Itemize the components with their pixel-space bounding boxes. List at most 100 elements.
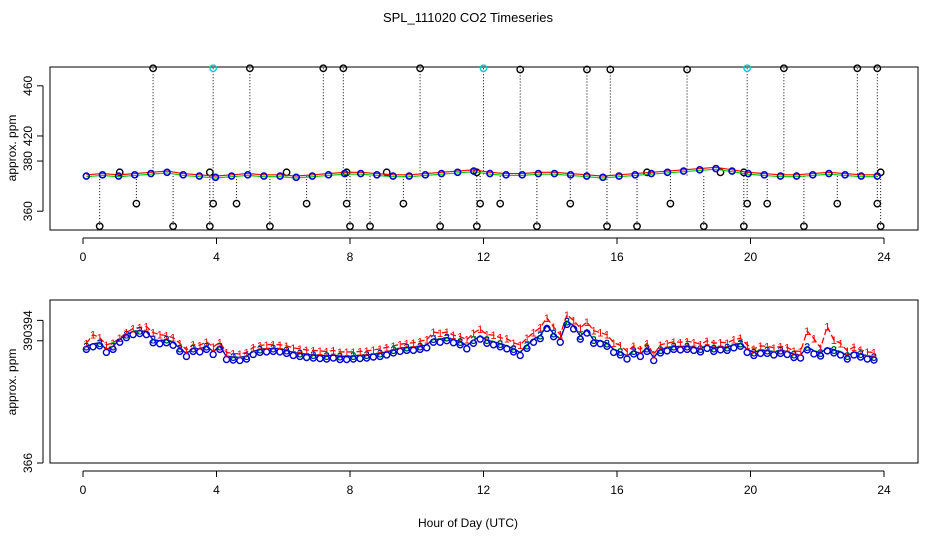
lower-series-point bbox=[776, 349, 785, 358]
lower-series-label-3: 3 bbox=[137, 326, 143, 338]
lower-series-point bbox=[362, 354, 371, 362]
lower-series-label-1: 1 bbox=[90, 330, 96, 342]
lower-series-label-2: 2 bbox=[177, 343, 183, 355]
lower-series-label-1: 1 bbox=[604, 330, 610, 342]
lower-series-point bbox=[496, 343, 504, 351]
lower-series-label-1: 1 bbox=[777, 341, 783, 353]
lower-series-label-1: 1 bbox=[871, 347, 877, 359]
lower-series-label-1: 1 bbox=[390, 341, 396, 353]
lower-series-label-3: 3 bbox=[591, 335, 597, 347]
upper-series-point bbox=[260, 172, 268, 180]
lower-series-point bbox=[102, 348, 111, 357]
lower-series-label-1: 1 bbox=[744, 340, 750, 352]
lower-series-label-1: 1 bbox=[297, 344, 303, 356]
upper-series-point bbox=[582, 172, 591, 180]
lower-series-label-1: 1 bbox=[397, 339, 403, 351]
lower-series-point bbox=[136, 329, 144, 338]
spike-point bbox=[583, 65, 591, 74]
lower-series-label-3: 3 bbox=[764, 345, 770, 357]
lower-series-point bbox=[476, 335, 484, 343]
lower-series-point bbox=[416, 345, 424, 354]
lower-series-label-3: 3 bbox=[470, 335, 476, 347]
lower-series-point bbox=[302, 353, 311, 362]
lower-series-point bbox=[176, 347, 184, 356]
lower-series-label-2: 2 bbox=[430, 334, 436, 346]
lower-series-label-3: 3 bbox=[243, 351, 249, 363]
lower-series-label-2: 2 bbox=[230, 352, 236, 364]
lower-series-label-1: 1 bbox=[644, 338, 650, 350]
lower-series-label-1: 1 bbox=[591, 326, 597, 338]
lower-series-label-2: 2 bbox=[203, 341, 209, 353]
lower-series-point bbox=[483, 339, 491, 347]
lower-x-tick-label: 8 bbox=[347, 483, 354, 497]
lower-series-point bbox=[830, 349, 838, 357]
upper-series-point bbox=[808, 171, 817, 179]
lower-series-point bbox=[122, 333, 131, 342]
upper-series-point bbox=[324, 171, 333, 179]
lower-series-label-1: 1 bbox=[243, 347, 249, 359]
lower-series-label-1: 1 bbox=[143, 321, 149, 333]
lower-series-label-2: 2 bbox=[417, 341, 423, 353]
lower-series-label-3: 3 bbox=[484, 335, 490, 347]
upper-x-tick-label: 8 bbox=[347, 250, 354, 264]
lower-series-label-3: 3 bbox=[644, 343, 650, 355]
lower-series-label-1: 1 bbox=[771, 343, 777, 355]
low-point bbox=[132, 199, 141, 208]
lower-series-label-1: 1 bbox=[811, 334, 817, 346]
lower-series-point bbox=[509, 348, 518, 356]
lower-series-label-1: 1 bbox=[197, 340, 203, 352]
lower-series-label-1: 1 bbox=[697, 339, 703, 351]
lower-x-tick-label: 16 bbox=[610, 483, 624, 497]
upper-series-point bbox=[776, 172, 785, 180]
upper-series-point bbox=[873, 172, 882, 180]
lower-series-label-1: 1 bbox=[417, 336, 423, 348]
lower-series-point bbox=[396, 347, 404, 356]
upper-series-point bbox=[534, 169, 543, 178]
lower-series-label-2: 2 bbox=[591, 335, 597, 347]
upper-axes: 0 4 8 12 16 20 24 360 380 420 460 bbox=[21, 75, 891, 264]
lower-x-tick-label: 24 bbox=[877, 483, 891, 497]
lower-series-point bbox=[650, 356, 658, 365]
upper-series-point bbox=[356, 169, 365, 178]
lower-series-label-3: 3 bbox=[751, 347, 757, 359]
upper-x-tick-label: 0 bbox=[80, 250, 87, 264]
lower-series-label-3: 3 bbox=[577, 331, 583, 343]
lower-series-label-1: 1 bbox=[183, 345, 189, 357]
lower-series-label-3: 3 bbox=[417, 341, 423, 353]
lower-series-label-1: 1 bbox=[190, 339, 196, 351]
lower-series-label-3: 3 bbox=[297, 348, 303, 360]
lower-series-label-1: 1 bbox=[177, 338, 183, 350]
lower-series-point bbox=[636, 352, 645, 361]
lower-series-label-1: 1 bbox=[617, 340, 623, 352]
lower-series-point bbox=[409, 346, 418, 355]
lower-series-label-1: 1 bbox=[818, 343, 824, 355]
lower-series-point bbox=[342, 355, 351, 364]
lower-series-label-3: 3 bbox=[150, 335, 156, 347]
lower-series-point bbox=[656, 349, 665, 357]
upper-series-point bbox=[211, 173, 220, 182]
lower-series-label-2: 2 bbox=[724, 342, 730, 354]
low-point bbox=[169, 222, 178, 231]
upper-series-point bbox=[712, 164, 720, 173]
lower-series-label-1: 1 bbox=[531, 328, 537, 340]
low-point bbox=[232, 199, 241, 208]
lower-series-label-1: 1 bbox=[277, 340, 283, 352]
lower-series-label-1: 1 bbox=[157, 330, 163, 342]
lower-series-label-1: 1 bbox=[524, 333, 530, 345]
lower-series-label-1: 1 bbox=[304, 345, 310, 357]
lower-series-label-1: 1 bbox=[123, 328, 129, 340]
lower-series-label-1: 1 bbox=[357, 346, 363, 358]
lower-series-label-3: 3 bbox=[284, 345, 290, 357]
lower-series-label-2: 2 bbox=[871, 352, 877, 364]
lower-series-label-1: 1 bbox=[537, 323, 543, 335]
lower-series-label-1: 1 bbox=[404, 338, 410, 350]
lower-series-label-3: 3 bbox=[844, 351, 850, 363]
lower-series-label-1: 1 bbox=[437, 328, 443, 340]
low-point bbox=[436, 222, 445, 231]
lower-series-label-1: 1 bbox=[97, 333, 103, 345]
lower-series-label-3: 3 bbox=[617, 347, 623, 359]
lower-series-point bbox=[850, 351, 858, 359]
lower-series-label-1: 1 bbox=[324, 346, 330, 358]
lower-series-label-3: 3 bbox=[377, 348, 383, 360]
lower-series-label-3: 3 bbox=[671, 341, 677, 353]
